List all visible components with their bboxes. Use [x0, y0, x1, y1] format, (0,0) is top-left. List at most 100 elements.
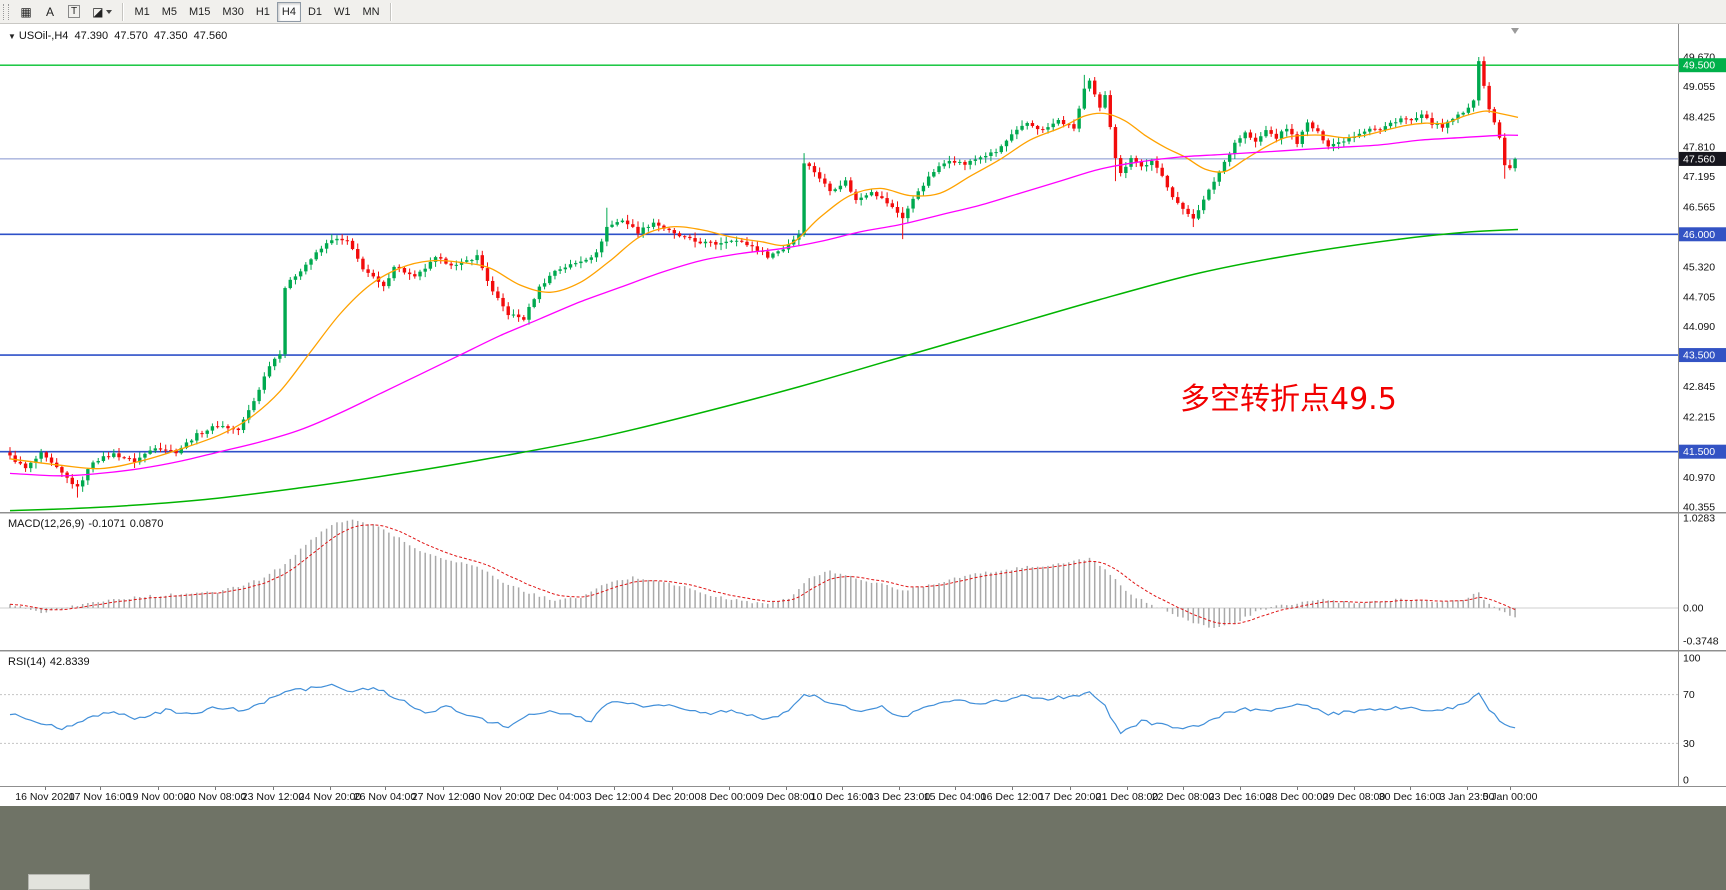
time-axis-tick [672, 787, 673, 790]
price-tick-label: 40.970 [1683, 472, 1715, 484]
candlestick-series [8, 56, 1517, 498]
price-tick-label: 47.195 [1683, 171, 1715, 183]
time-axis-tick [614, 787, 615, 790]
timeframe-button-m15[interactable]: M15 [184, 2, 215, 22]
timeframe-button-h4[interactable]: H4 [276, 1, 301, 22]
price-badge-label: 47.560 [1683, 153, 1715, 165]
price-tick-label: 47.810 [1683, 141, 1715, 153]
slow-ma-line [9, 228, 1519, 512]
time-axis-tick [1012, 787, 1013, 790]
panel-splitter[interactable] [0, 650, 1726, 652]
time-axis-tick [1467, 787, 1468, 790]
symbol-timeframe-label: USOil-,H4 [18, 30, 69, 42]
time-axis-label: 30 Nov 20:00 [468, 791, 532, 803]
time-axis-label: 2 Dec 04:00 [528, 791, 586, 803]
time-axis-tick [1183, 787, 1184, 790]
time-axis-label: 16 Nov 2020 [15, 791, 75, 803]
time-axis-label: 29 Dec 08:00 [1322, 791, 1386, 803]
drawing-tools-group: ▦ A T ◪ [14, 0, 118, 24]
timeframe-group: M1 M5 M15 M30 H1 H4 D1 W1 MN [128, 0, 385, 24]
macd-tick-label: 1.0283 [1683, 514, 1715, 524]
time-axis-tick [500, 787, 501, 790]
time-axis[interactable]: 16 Nov 2020 17 Nov 16:00 19 Nov 00:00 20 No… [0, 786, 1726, 806]
price-badge-label: 41.500 [1683, 446, 1715, 458]
price-tick-label: 44.090 [1683, 321, 1715, 333]
macd-axis-labels: 1.0283 0.00 -0.3748 [1683, 514, 1719, 647]
time-axis-tick [100, 787, 101, 790]
time-axis-label: 5 Jan 00:00 [1482, 791, 1538, 803]
price-tick-label: 42.845 [1683, 381, 1715, 393]
bottom-strip [0, 806, 1726, 890]
price-tick-label: 46.565 [1683, 201, 1715, 213]
time-axis-tick [45, 787, 46, 790]
windows-grid-tool-icon: ▦ [20, 4, 32, 19]
timeframe-button-m30[interactable]: M30 [217, 2, 248, 22]
timeframe-button-mn[interactable]: MN [358, 2, 385, 22]
text-box-tool-button[interactable]: T [63, 2, 85, 22]
time-axis-label: 22 Dec 08:00 [1151, 791, 1215, 803]
price-axis-labels: 49.67049.05548.42547.81047.19546.56545.3… [1679, 51, 1726, 513]
time-axis-label: 26 Nov 04:00 [353, 791, 417, 803]
time-axis-label: 10 Dec 16:00 [810, 791, 874, 803]
time-axis-label: 4 Dec 20:00 [643, 791, 701, 803]
chart-menu-arrow-icon[interactable]: ▼ [8, 32, 16, 41]
time-axis-tick [1354, 787, 1355, 790]
ohlc-open: 47.390 [74, 30, 109, 42]
fast-ma-line [9, 110, 1519, 470]
timeframe-button-h1[interactable]: H1 [251, 2, 275, 22]
time-axis-label: 30 Dec 16:00 [1378, 791, 1442, 803]
ohlc-low: 47.350 [153, 30, 188, 42]
timeframe-button-m5[interactable]: M5 [157, 2, 182, 22]
time-axis-label: 17 Nov 16:00 [68, 791, 132, 803]
price-badge-label: 46.000 [1683, 229, 1715, 241]
time-axis-tick [557, 787, 558, 790]
main-chart-canvas[interactable]: 49.67049.05548.42547.81047.19546.56545.3… [0, 24, 1726, 514]
macd-panel-canvas[interactable]: 1.0283 0.00 -0.3748 [0, 514, 1726, 652]
timeframe-button-d1[interactable]: D1 [303, 2, 327, 22]
timeframe-button-w1[interactable]: W1 [329, 2, 356, 22]
time-axis-tick [1510, 787, 1511, 790]
chart-ohlc-readout: ▼ USOil-,H4 47.390 47.570 47.350 47.560 [8, 30, 230, 42]
mid-ma-line [9, 134, 1519, 477]
price-badge-label: 49.500 [1683, 60, 1715, 72]
rsi-tick-label: 100 [1683, 652, 1701, 664]
time-axis-label: 28 Dec 00:00 [1265, 791, 1329, 803]
time-axis-tick [1410, 787, 1411, 790]
ohlc-close: 47.560 [193, 30, 228, 42]
price-tick-label: 40.355 [1683, 501, 1715, 513]
time-axis-label: 23 Nov 12:00 [241, 791, 305, 803]
time-axis-label: 19 Nov 00:00 [126, 791, 190, 803]
time-axis-tick [1127, 787, 1128, 790]
text-label-tool-icon: A [45, 4, 54, 19]
windows-grid-tool-button[interactable]: ▦ [15, 2, 37, 22]
time-axis-label: 17 Dec 20:00 [1038, 791, 1102, 803]
shapes-tool-button[interactable]: ◪ [87, 2, 117, 22]
time-axis-label: 16 Dec 12:00 [980, 791, 1044, 803]
toolbar-separator [122, 2, 125, 21]
time-axis-label: 21 Dec 08:00 [1095, 791, 1159, 803]
time-axis-tick [330, 787, 331, 790]
price-tick-label: 45.320 [1683, 262, 1715, 274]
time-axis-tick [273, 787, 274, 790]
timeframe-button-m1[interactable]: M1 [129, 2, 154, 22]
time-axis-label: 8 Dec 00:00 [700, 791, 758, 803]
rsi-panel-canvas[interactable]: 100 70 30 0 [0, 652, 1726, 786]
toolbar: ▦ A T ◪ M1 M5 M15 M30 H1 H4 D1 W1 MN [0, 0, 1726, 24]
macd-signal-value: 0.0870 [129, 518, 164, 530]
macd-indicator-label: MACD(12,26,9) -0.1071 0.0870 [8, 518, 167, 530]
rsi-value: 42.8339 [49, 656, 90, 668]
time-axis-label: 13 Dec 23:00 [867, 791, 931, 803]
text-label-tool-button[interactable]: A [39, 2, 61, 22]
shapes-tool-icon: ◪ [92, 4, 104, 19]
price-level-badge [1679, 348, 1726, 363]
toolbar-drag-handle[interactable] [3, 3, 9, 20]
toolbar-separator [389, 2, 392, 21]
time-axis-tick [899, 787, 900, 790]
chart-annotation-text[interactable]: 多空转折点49.5 [1180, 382, 1397, 417]
time-axis-tick [842, 787, 843, 790]
chart-shift-marker-icon [1511, 28, 1519, 34]
time-axis-label: 15 Dec 04:00 [923, 791, 987, 803]
panel-splitter[interactable] [0, 512, 1726, 514]
time-axis-tick [729, 787, 730, 790]
